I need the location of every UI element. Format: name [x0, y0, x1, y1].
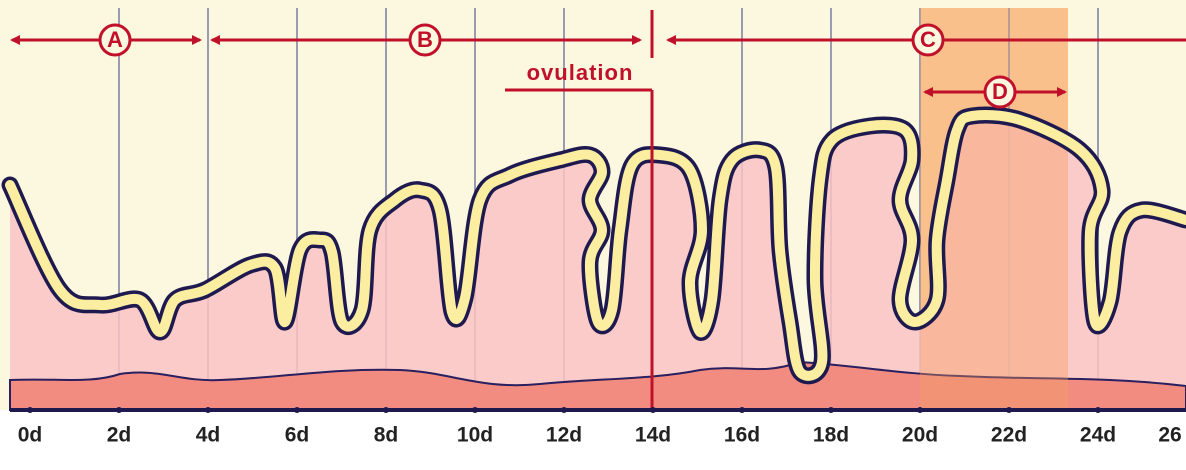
tick-dot	[561, 407, 567, 413]
endometrium-diagram: A B C D ovulation 0d 2d 4d 6d 8d 10d 12d 14d 16d…	[0, 0, 1186, 470]
tick-dot	[650, 407, 656, 413]
tick-dot	[472, 407, 478, 413]
tick-label: 2d	[107, 424, 132, 447]
phase-d-label: D	[992, 79, 1008, 104]
ovulation-label: ovulation	[527, 60, 634, 85]
tick-label: 14d	[635, 424, 671, 447]
tick-label: 22d	[991, 424, 1027, 447]
tick-label: 20d	[902, 424, 938, 447]
phase-a-label: A	[107, 27, 123, 52]
tick-dot	[739, 407, 745, 413]
tick-dot	[917, 407, 923, 413]
tick-label: 4d	[196, 424, 221, 447]
tick-label: 16d	[724, 424, 760, 447]
tick-dot	[205, 407, 211, 413]
tick-dot	[116, 407, 122, 413]
tick-labels: 0d 2d 4d 6d 8d 10d 12d 14d 16d 18d 20d 22d 24d 26	[18, 407, 1182, 447]
phase-b-label: B	[417, 27, 433, 52]
tick-dot	[1006, 407, 1012, 413]
tick-dot	[27, 407, 33, 413]
tick-label: 26	[1158, 424, 1181, 447]
tick-dot	[383, 407, 389, 413]
tick-label: 10d	[457, 424, 493, 447]
tick-label: 24d	[1080, 424, 1116, 447]
tick-label: 6d	[285, 424, 310, 447]
tick-dot	[1095, 407, 1101, 413]
tick-dot	[828, 407, 834, 413]
tick-label: 12d	[546, 424, 582, 447]
tick-label: 0d	[18, 424, 43, 447]
tick-label: 8d	[374, 424, 399, 447]
tick-label: 18d	[813, 424, 849, 447]
tick-dot	[294, 407, 300, 413]
phase-c-label: C	[920, 27, 936, 52]
